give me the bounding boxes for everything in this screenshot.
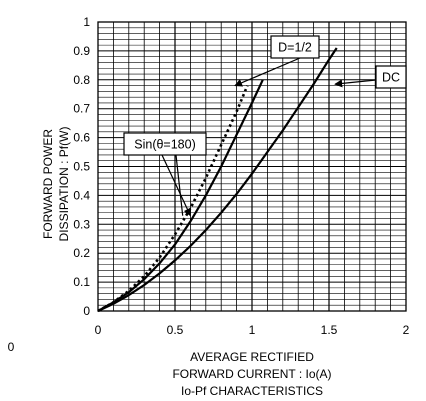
series-line-sin-180-: [97, 85, 249, 313]
series-curves: [97, 47, 338, 313]
y-tick-label: 0.2: [73, 246, 90, 260]
annotation-dc: DC: [334, 65, 407, 89]
x-tick-label: 0.5: [167, 323, 184, 337]
y-axis-title-line2: DISSIPATION : Pf(W): [57, 127, 71, 242]
y-tick-label: 0.8: [73, 73, 90, 87]
y-tick-label: 0.9: [73, 44, 90, 58]
stray-label: 0: [8, 340, 15, 354]
annotation-label: Sin(θ=180): [134, 138, 196, 152]
y-tick-label: 0.6: [73, 131, 90, 145]
x-tick-label: 0: [95, 323, 102, 337]
plot-frame: [97, 21, 407, 312]
y-tick-label: 0.5: [73, 160, 90, 174]
annotation-label: DC: [382, 71, 400, 85]
axis-ticks: 0 0.5 1 1.5 2 0 0.1 0.2 0.3 0.4 0.5 0.6 0.7 0.8 0.9 1: [73, 15, 409, 337]
y-tick-label: 0: [83, 304, 90, 318]
x-tick-label: 1.5: [321, 323, 338, 337]
annotation-d-1-2: D=1/2: [234, 35, 320, 87]
y-tick-label: 0.7: [73, 102, 90, 116]
y-tick-label: 1: [83, 15, 90, 29]
annotation-label: D=1/2: [278, 41, 312, 55]
annotations: D=1/2 DC Sin(θ=180): [123, 35, 407, 217]
x-axis-title-line2: FORWARD CURRENT : Io(A): [172, 367, 331, 381]
x-tick-label: 2: [403, 323, 410, 337]
x-axis-title-line1: AVERAGE RECTIFIED: [190, 350, 314, 364]
y-tick-label: 0.1: [73, 275, 90, 289]
y-tick-label: 0.3: [73, 217, 90, 231]
grid: [98, 22, 406, 311]
annotation-sin-180-: Sin(θ=180): [123, 132, 207, 217]
x-tick-label: 1: [249, 323, 256, 337]
chart-title: Io-Pf CHARACTERISTICS: [181, 384, 323, 398]
y-axis-title-line1: FORWARD POWER: [41, 129, 55, 239]
y-tick-label: 0.4: [73, 188, 90, 202]
series-line-dc: [97, 47, 338, 312]
